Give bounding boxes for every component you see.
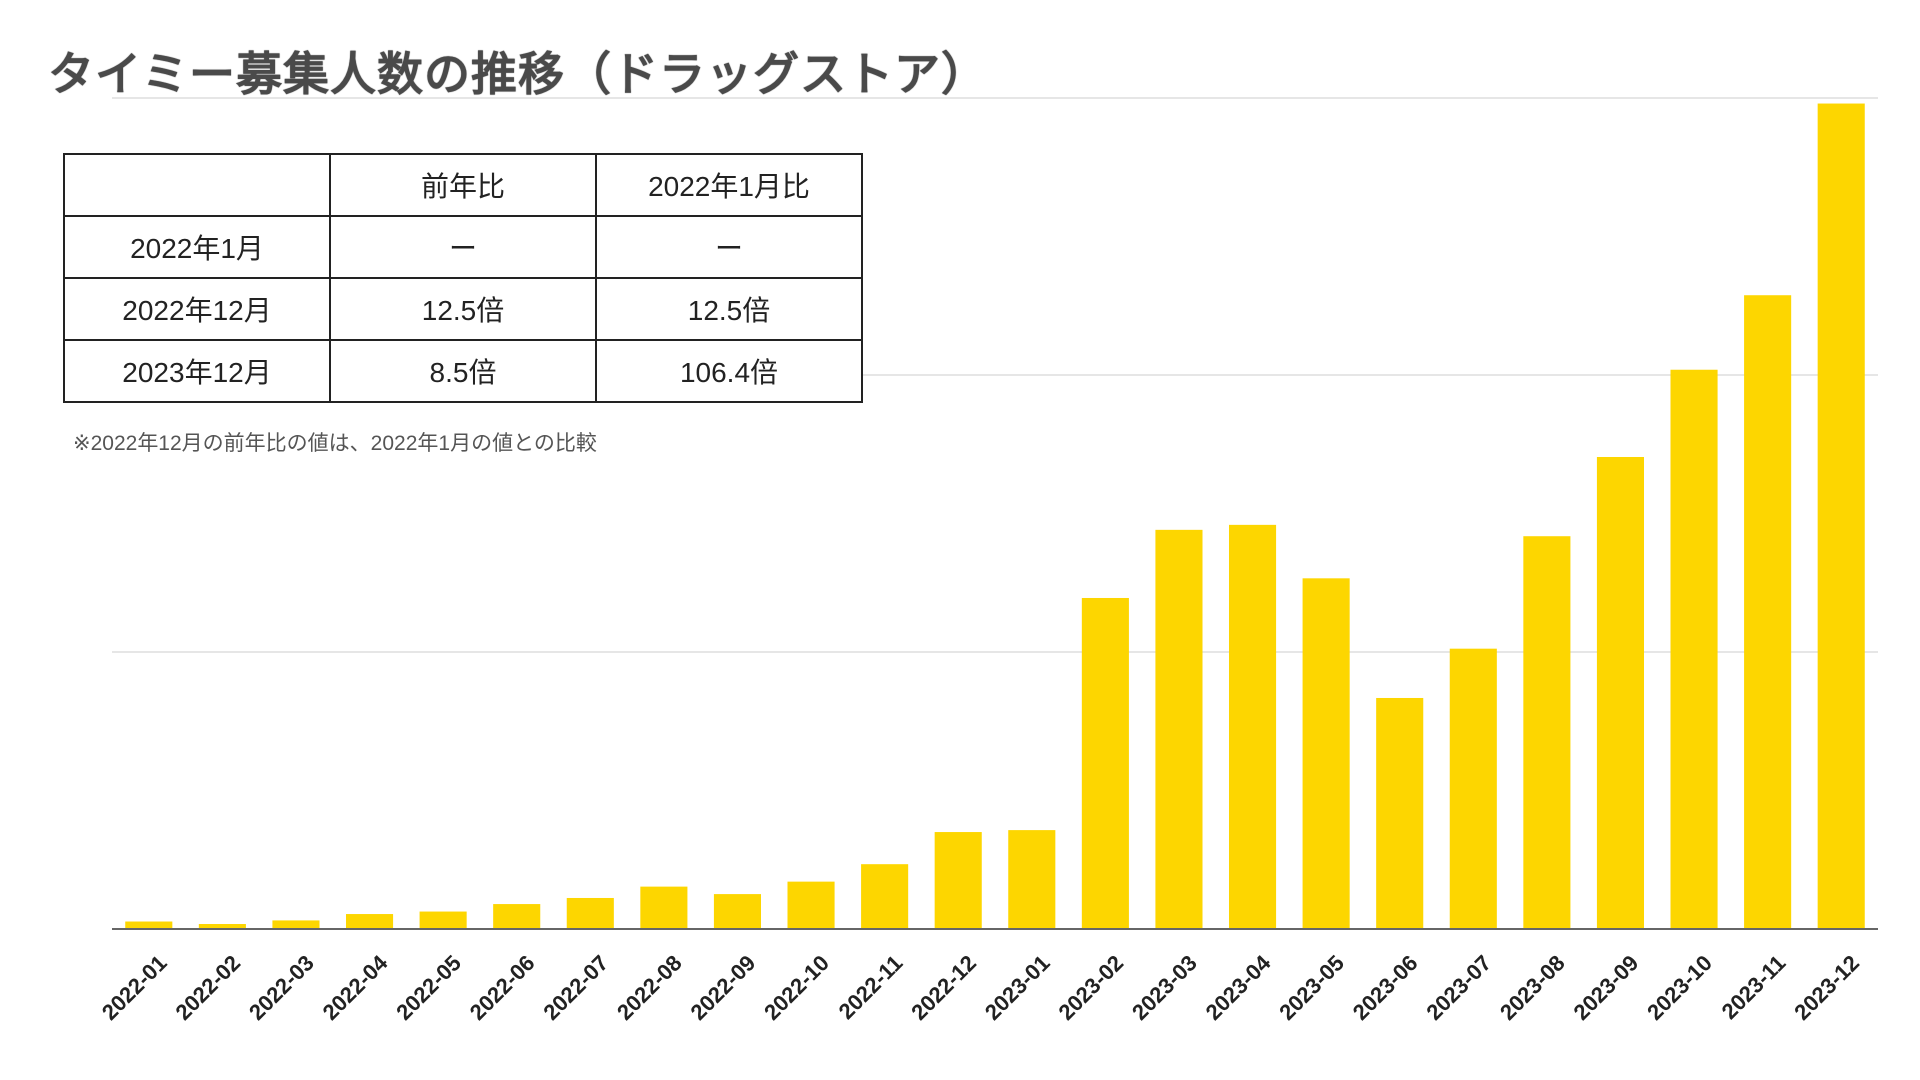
x-tick-label: 2023-01 [980, 950, 1055, 1025]
table-cell: ー [595, 215, 863, 279]
bar-2023-03 [1155, 529, 1203, 929]
table-header-cell: 前年比 [329, 153, 597, 217]
table-cell: ー [329, 215, 597, 279]
x-tick-label: 2022-03 [244, 950, 319, 1025]
bar-2023-10 [1670, 369, 1718, 929]
x-tick-label: 2023-06 [1348, 950, 1423, 1025]
bar-2023-08 [1523, 536, 1571, 929]
bar-2023-09 [1596, 456, 1645, 929]
x-tick-label: 2023-11 [1717, 950, 1791, 1024]
x-tick-labels: 2022-012022-022022-032022-042022-052022-… [97, 950, 1864, 1025]
x-tick-label: 2022-04 [318, 950, 393, 1025]
x-tick-label: 2022-11 [834, 950, 908, 1024]
x-tick-label: 2023-08 [1495, 950, 1570, 1025]
bar-2023-12 [1817, 103, 1865, 930]
bar-2022-05 [419, 911, 467, 929]
table-cell: 2022年1月 [63, 215, 331, 279]
table-cell: 2023年12月 [63, 339, 331, 403]
bar-2022-02 [198, 924, 246, 929]
bar-2022-11 [861, 864, 909, 929]
bar-2022-10 [787, 881, 835, 929]
bar-2023-05 [1302, 578, 1350, 929]
footnote: ※2022年12月の前年比の値は、2022年1月の値との比較 [73, 432, 597, 455]
bar-2022-03 [272, 920, 320, 929]
table-row: 2022年12月 12.5倍 12.5倍 [63, 277, 863, 341]
x-tick-label: 2023-04 [1201, 950, 1276, 1025]
bar-2022-07 [566, 897, 614, 929]
x-tick-label: 2022-06 [465, 950, 540, 1025]
x-tick-label: 2023-05 [1274, 950, 1349, 1025]
x-tick-label: 2023-03 [1127, 950, 1202, 1025]
bar-2022-04 [345, 914, 394, 929]
table-cell: 106.4倍 [595, 339, 863, 403]
bar-2023-06 [1376, 697, 1424, 929]
x-tick-label: 2023-09 [1569, 950, 1644, 1025]
x-tick-label: 2022-07 [538, 950, 613, 1025]
bars [125, 103, 1865, 930]
bar-2023-02 [1081, 597, 1129, 929]
x-tick-label: 2022-12 [906, 950, 981, 1025]
bar-2022-09 [713, 894, 762, 929]
table-row: 2023年12月 8.5倍 106.4倍 [63, 339, 863, 403]
table-row: 2022年1月 ー ー [63, 215, 863, 279]
x-tick-label: 2023-07 [1421, 950, 1496, 1025]
table-header-cell: 2022年1月比 [595, 153, 863, 217]
x-tick-label: 2022-02 [170, 950, 245, 1025]
page-title: タイミー募集人数の推移（ドラッグストア） [48, 47, 988, 101]
x-tick-label: 2022-09 [686, 950, 761, 1025]
table-cell: 12.5倍 [595, 277, 863, 341]
table-cell: 2022年12月 [63, 277, 331, 341]
x-tick-label: 2022-08 [612, 950, 687, 1025]
x-tick-label: 2022-05 [391, 950, 466, 1025]
bar-2022-06 [493, 904, 541, 929]
table-cell: 12.5倍 [329, 277, 597, 341]
bar-2022-08 [640, 886, 688, 929]
bar-2023-07 [1449, 648, 1497, 929]
bar-2022-01 [125, 921, 173, 929]
table-cell: 8.5倍 [329, 339, 597, 403]
x-tick-label: 2022-01 [97, 950, 172, 1025]
bar-2023-01 [1008, 830, 1056, 929]
bar-2023-04 [1228, 524, 1277, 929]
x-tick-label: 2023-10 [1642, 950, 1717, 1025]
table-header-cell [63, 153, 331, 217]
x-tick-label: 2023-02 [1053, 950, 1128, 1025]
table-header-row: 前年比 2022年1月比 [63, 153, 863, 217]
bar-2022-12 [934, 832, 982, 929]
x-tick-label: 2023-12 [1789, 950, 1864, 1025]
summary-table: 前年比 2022年1月比 2022年1月 ー ー 2022年12月 12.5倍 … [63, 153, 863, 403]
bar-2023-11 [1744, 295, 1792, 929]
x-tick-label: 2022-10 [759, 950, 834, 1025]
